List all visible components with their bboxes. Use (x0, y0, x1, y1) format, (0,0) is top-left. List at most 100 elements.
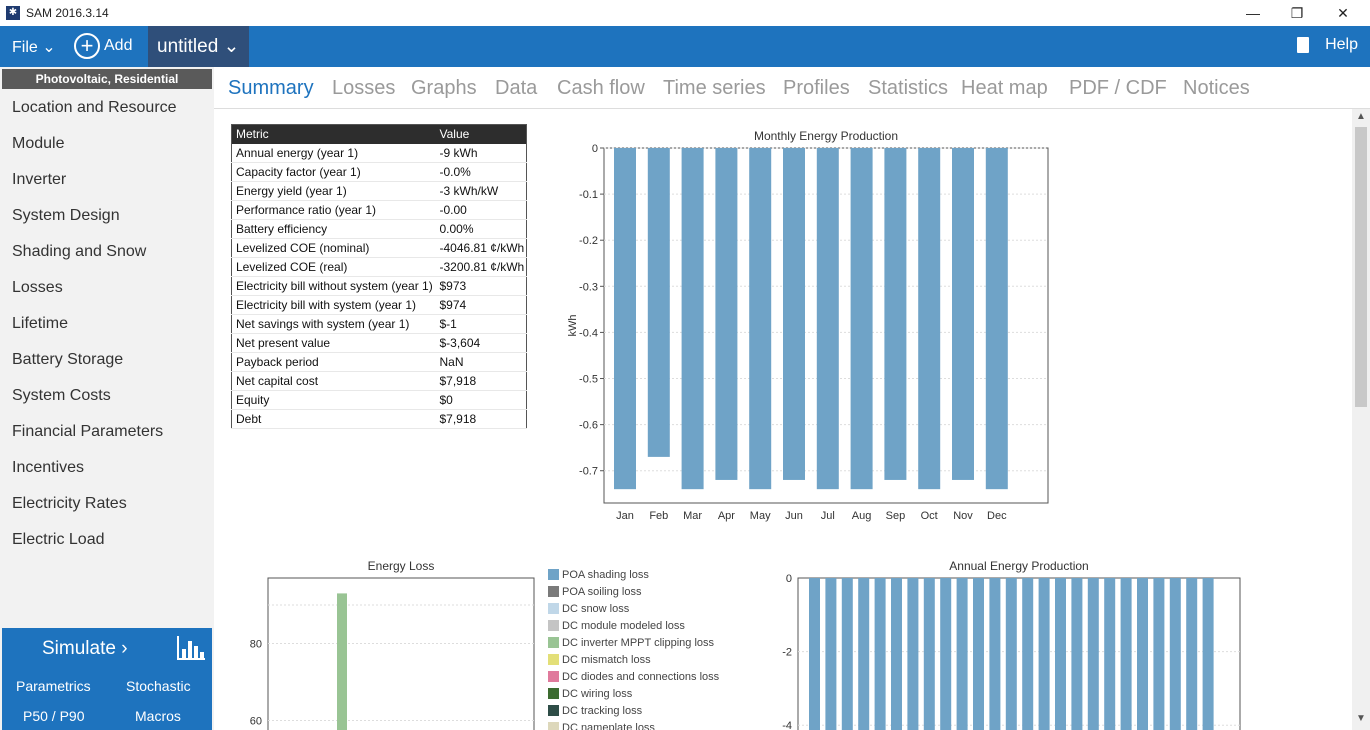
bar (940, 578, 952, 730)
y-tick-label: 0 (592, 143, 598, 155)
legend-label: DC snow loss (562, 603, 630, 615)
simulate-panel: Simulate › Parametrics Stochastic P50 / … (2, 628, 212, 730)
bar (816, 148, 839, 490)
sidebar-item-inverter[interactable]: Inverter (12, 171, 67, 188)
metric-name: Battery efficiency (231, 219, 436, 239)
add-case-button[interactable]: + Add (74, 33, 132, 61)
sidebar-item-losses[interactable]: Losses (12, 279, 63, 296)
metric-value: $973 (435, 276, 527, 296)
bar (1104, 578, 1116, 730)
tab-profiles[interactable]: Profiles (783, 77, 850, 99)
restore-button[interactable]: ❐ (1290, 5, 1304, 21)
sidebar-item-lifetime[interactable]: Lifetime (12, 315, 69, 332)
scroll-up-arrow-icon[interactable]: ▲ (1356, 111, 1366, 122)
legend-swatch (548, 603, 559, 614)
metric-name: Performance ratio (year 1) (231, 200, 436, 220)
tab-cash-flow[interactable]: Cash flow (557, 77, 645, 99)
tab-graphs[interactable]: Graphs (411, 77, 477, 99)
legend-label: DC module modeled loss (562, 620, 685, 632)
sidebar-item-system-costs[interactable]: System Costs (12, 387, 111, 404)
bar (749, 148, 772, 490)
sidebar-item-financial-parameters[interactable]: Financial Parameters (12, 423, 164, 440)
value-column-header: Value (435, 124, 527, 144)
scrollbar-thumb[interactable] (1355, 127, 1367, 407)
metrics-row: Net capital cost $7,918 (231, 371, 527, 391)
energy-loss-legend: POA shading loss POA soiling loss DC snow … (548, 569, 720, 730)
bar (858, 578, 870, 730)
y-tick-label: 0 (786, 573, 792, 585)
metric-name: Capacity factor (year 1) (231, 162, 436, 182)
sidebar-item-battery-storage[interactable]: Battery Storage (12, 351, 124, 368)
app-logo-icon: ✱ (6, 6, 20, 20)
legend-swatch (548, 637, 559, 648)
bar (923, 578, 935, 730)
y-tick-label: -0.1 (579, 189, 598, 201)
minimize-button[interactable]: — (1246, 5, 1260, 21)
sidebar-item-shading-and-snow[interactable]: Shading and Snow (12, 243, 147, 260)
tab-losses[interactable]: Losses (332, 77, 396, 99)
metric-value: -0.00 (435, 200, 527, 220)
bar (841, 578, 853, 730)
x-tick-label: Jan (616, 510, 634, 522)
metric-value: 0.00% (435, 219, 527, 239)
bar (681, 148, 704, 490)
tab-statistics[interactable]: Statistics (868, 77, 949, 99)
metrics-row: Levelized COE (nominal) -4046.81 ¢/kWh (231, 238, 527, 258)
help-label: Help (1325, 36, 1358, 53)
y-tick-label: -0.5 (579, 374, 598, 386)
x-tick-label: Sep (886, 510, 906, 522)
sidebar-item-electric-load[interactable]: Electric Load (12, 531, 105, 548)
content-scrollbar[interactable]: ▲ ▼ (1352, 109, 1370, 730)
legend-label: POA shading loss (562, 569, 649, 581)
results-chart-icon[interactable] (174, 632, 208, 664)
plot-area (797, 577, 1241, 730)
legend-swatch (548, 569, 559, 580)
metrics-row: Payback period NaN (231, 352, 527, 372)
simulate-button[interactable]: Simulate › (42, 638, 128, 659)
results-tabs: Summary Losses Graphs Data Cash flow Tim… (214, 67, 1370, 109)
sidebar-item-location-and-resource[interactable]: Location and Resource (12, 99, 177, 116)
tab-pdf-cdf[interactable]: PDF / CDF (1069, 77, 1167, 99)
metric-value: NaN (435, 352, 527, 372)
bar (1071, 578, 1083, 730)
metric-name: Equity (231, 390, 436, 410)
sidebar-item-electricity-rates[interactable]: Electricity Rates (12, 495, 127, 512)
metrics-row: Net savings with system (year 1) $-1 (231, 314, 527, 334)
x-tick-label: Mar (683, 510, 702, 522)
tab-time-series[interactable]: Time series (663, 77, 766, 99)
scroll-down-arrow-icon[interactable]: ▼ (1356, 713, 1366, 724)
x-tick-label: Jun (785, 510, 803, 522)
metric-value: $-3,604 (435, 333, 527, 353)
sidebar-item-system-design[interactable]: System Design (12, 207, 120, 224)
p50-p90-button[interactable]: P50 / P90 (23, 708, 85, 724)
tab-data[interactable]: Data (495, 77, 538, 99)
sidebar-item-incentives[interactable]: Incentives (12, 459, 85, 476)
metrics-row: Net present value $-3,604 (231, 333, 527, 353)
macros-button[interactable]: Macros (135, 708, 181, 724)
summary-content: Metric Value Annual energy (year 1) -9 kW… (214, 109, 1352, 730)
bar (918, 148, 941, 490)
parametrics-button[interactable]: Parametrics (16, 678, 91, 694)
metric-name: Net present value (231, 333, 436, 353)
bar (1169, 578, 1181, 730)
metrics-table: Metric Value Annual energy (year 1) -9 kW… (231, 124, 527, 429)
tab-heat-map[interactable]: Heat map (961, 77, 1048, 99)
legend-swatch (548, 671, 559, 682)
bar (907, 578, 919, 730)
sidebar-item-module[interactable]: Module (12, 135, 65, 152)
case-tab-untitled[interactable]: untitled ⌄ (148, 26, 249, 67)
metric-name: Net capital cost (231, 371, 436, 391)
bar (1186, 578, 1198, 730)
close-button[interactable]: ✕ (1337, 5, 1349, 21)
energy-loss-chart: Energy Loss 80 60 (250, 559, 535, 730)
bar (1038, 578, 1050, 730)
tab-summary[interactable]: Summary (228, 77, 314, 99)
y-tick-label: -0.6 (579, 420, 598, 432)
bar (1202, 578, 1214, 730)
help-button[interactable]: Help (1297, 36, 1358, 54)
file-menu-button[interactable]: File ⌄ (12, 39, 56, 56)
window-title: SAM 2016.3.14 (26, 6, 109, 20)
tab-notices[interactable]: Notices (1183, 77, 1250, 99)
legend-label: DC diodes and connections loss (562, 671, 720, 683)
stochastic-button[interactable]: Stochastic (126, 678, 191, 694)
